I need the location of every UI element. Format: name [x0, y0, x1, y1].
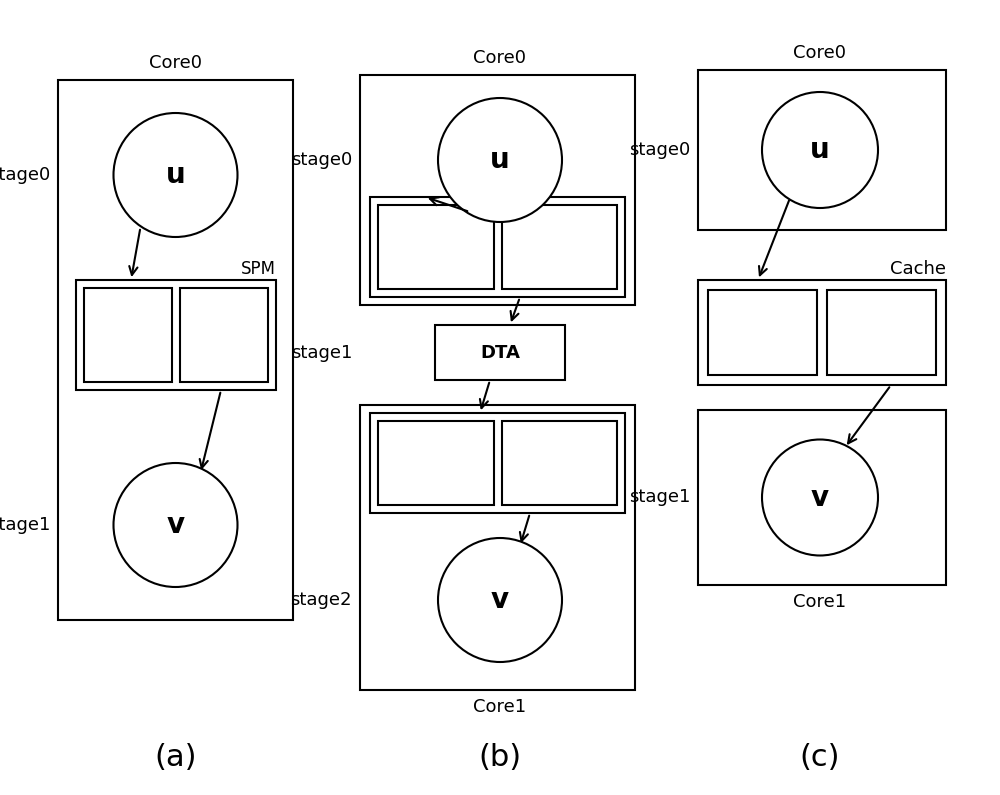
- Text: DTA: DTA: [480, 343, 520, 362]
- Text: (b): (b): [478, 743, 522, 771]
- Text: v: v: [811, 483, 829, 511]
- Bar: [360, 405, 635, 690]
- Bar: [76, 280, 276, 390]
- Text: v: v: [491, 586, 509, 614]
- Text: stage1: stage1: [0, 516, 50, 534]
- Text: Core1: Core1: [473, 698, 527, 716]
- Bar: [370, 413, 625, 513]
- Bar: [698, 70, 946, 230]
- Bar: [698, 410, 946, 585]
- Bar: [378, 421, 494, 505]
- Bar: [360, 75, 635, 305]
- Text: stage0: stage0: [629, 141, 690, 159]
- Text: Core0: Core0: [149, 54, 202, 72]
- Text: stage0: stage0: [291, 151, 352, 169]
- Text: (c): (c): [800, 743, 840, 771]
- Bar: [180, 288, 268, 382]
- Bar: [502, 421, 617, 505]
- Text: u: u: [166, 161, 185, 189]
- Text: Core0: Core0: [794, 44, 846, 62]
- Bar: [378, 205, 494, 289]
- Text: Cache: Cache: [890, 260, 946, 278]
- Bar: [370, 197, 625, 297]
- Text: Core1: Core1: [793, 593, 847, 611]
- Ellipse shape: [114, 113, 238, 237]
- Text: stage2: stage2: [290, 591, 352, 609]
- Text: Core0: Core0: [474, 49, 526, 67]
- Text: u: u: [490, 146, 510, 174]
- Bar: [58, 80, 293, 620]
- Bar: [435, 325, 565, 380]
- Bar: [84, 288, 172, 382]
- Bar: [827, 290, 936, 375]
- Text: v: v: [166, 511, 185, 539]
- Ellipse shape: [114, 463, 238, 587]
- Ellipse shape: [762, 440, 878, 556]
- Ellipse shape: [438, 538, 562, 662]
- Text: u: u: [810, 136, 830, 164]
- Text: stage0: stage0: [0, 166, 50, 184]
- Text: stage1: stage1: [291, 343, 352, 362]
- Text: stage1: stage1: [629, 488, 690, 506]
- Ellipse shape: [438, 98, 562, 222]
- Bar: [698, 280, 946, 385]
- Bar: [502, 205, 617, 289]
- Bar: [708, 290, 817, 375]
- Ellipse shape: [762, 92, 878, 208]
- Text: SPM: SPM: [241, 260, 276, 278]
- Text: (a): (a): [154, 743, 197, 771]
